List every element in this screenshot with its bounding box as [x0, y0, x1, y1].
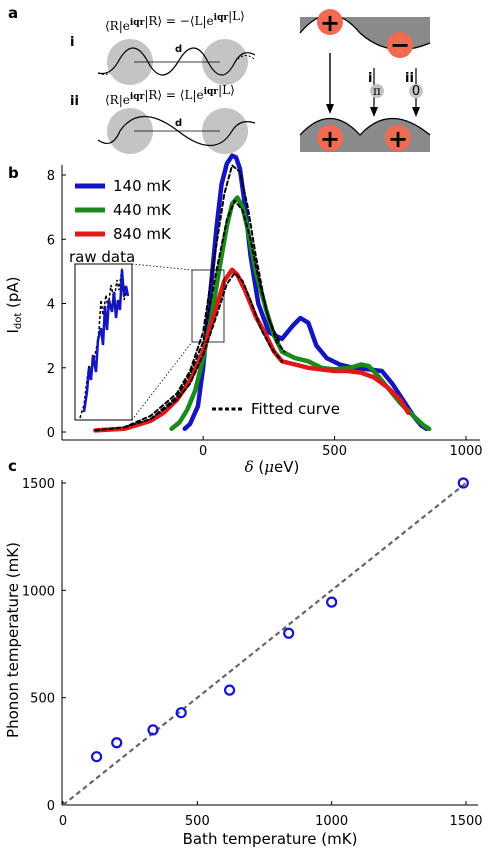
- panel-a-letter: a: [8, 4, 18, 22]
- b-ytick-label: 8: [47, 169, 55, 184]
- phase-pi: π: [373, 84, 381, 98]
- arrow-ii-head: [412, 107, 420, 117]
- b-ticks: 0 500 1000 0 2 4 6 8: [47, 169, 483, 459]
- reference-line: [62, 482, 467, 806]
- b-ytick-label: 2: [47, 362, 55, 377]
- panel-c-letter: c: [8, 457, 17, 475]
- minus-symbol: −: [390, 31, 410, 59]
- b-xtick-label: 500: [322, 444, 347, 459]
- panel-b-letter: b: [8, 164, 19, 182]
- row-i-equation: ⟨R|eiqr|R⟩ = −⟨L|eiqr|L⟩: [105, 9, 245, 33]
- b-y-axis-label: Idot (pA): [4, 276, 24, 333]
- c-ytick-label: 0: [47, 799, 55, 814]
- row-ii-label: ii: [70, 94, 79, 109]
- path-ii-label: ii: [405, 71, 414, 86]
- c-ticks: 0 500 1000 1500 0 500 1000 1500: [22, 477, 483, 829]
- zero-badge: [409, 84, 423, 98]
- legend-entry: 440 mK: [113, 201, 172, 219]
- legend-entry: 140 mK: [113, 177, 172, 195]
- c-xtick-label: 1000: [315, 814, 348, 829]
- left-dot-ii: [107, 108, 153, 154]
- plus-bottom-right-symbol: +: [388, 125, 408, 153]
- fit-curve: [94, 164, 286, 432]
- c-ytick-label: 1500: [22, 477, 55, 492]
- zoom-line-bottom: [131, 341, 193, 421]
- panel-c-chart: 0 500 1000 1500 0 500 1000 1500 Bath temperatur…: [4, 477, 483, 848]
- data-point: [223, 684, 236, 696]
- data-point: [175, 707, 187, 719]
- distance-label-ii: d: [175, 118, 182, 129]
- series-440-mk: [169, 195, 432, 432]
- inset-raw: [82, 269, 130, 413]
- b-legend: 140 mK 440 mK 840 mK Fitted curve: [75, 177, 340, 418]
- raw-data-label: raw data: [69, 248, 135, 266]
- data-point: [90, 751, 103, 763]
- c-xtick-label: 0: [59, 814, 67, 829]
- right-dot-i: [202, 39, 248, 85]
- minus-charge: [387, 32, 413, 58]
- c-ytick-label: 1000: [22, 584, 55, 599]
- b-ytick-label: 6: [47, 233, 55, 248]
- row-ii-equation: ⟨R|eiqr|R⟩ = ⟨L|eiqr|L⟩: [105, 83, 235, 107]
- b-series-group: [93, 153, 432, 433]
- legend-fit-label: Fitted curve: [251, 400, 340, 418]
- right-dot-ii: [202, 108, 248, 154]
- data-point: [147, 724, 159, 736]
- arrow-left-head: [326, 104, 334, 114]
- phase-zero: 0: [412, 84, 420, 99]
- data-point: [457, 477, 469, 489]
- path-i-label: i: [368, 71, 372, 86]
- c-y-axis-label: Phonon temperature (mK): [4, 542, 22, 738]
- fit-curve: [149, 199, 281, 421]
- b-xtick-label: 1000: [449, 444, 482, 459]
- panel-b-chart: 0 500 1000 0 2 4 6 8 δ (μeV) Idot (pA) raw data…: [4, 153, 483, 476]
- plus-charge-bottom-left: [317, 125, 343, 151]
- b-ytick-label: 4: [47, 298, 55, 313]
- zoom-line-top: [131, 263, 193, 271]
- row-i-label: i: [70, 35, 74, 50]
- data-point: [111, 737, 123, 749]
- wave-i-tail: [97, 55, 256, 75]
- panel-a: a i ⟨R|eiqr|R⟩ = −⟨L|eiqr|L⟩ d ii ⟨R|eiq…: [8, 4, 431, 154]
- fit-curve: [123, 272, 283, 429]
- c-series-group: [62, 477, 469, 806]
- plus-top-symbol: +: [320, 9, 340, 37]
- data-point: [326, 596, 338, 608]
- c-x-axis-label: Bath temperature (mK): [183, 830, 358, 848]
- plus-bottom-left-symbol: +: [320, 125, 340, 153]
- pi-badge: [370, 84, 384, 98]
- c-xtick-label: 1500: [449, 814, 482, 829]
- plus-charge-top: [317, 9, 343, 35]
- left-dot-i: [107, 39, 153, 85]
- c-xtick-label: 500: [185, 814, 210, 829]
- plus-charge-bottom-right: [385, 125, 411, 151]
- distance-label-i: d: [175, 44, 182, 55]
- legend-entry: 840 mK: [113, 225, 172, 243]
- b-x-axis-label: δ (μeV): [245, 458, 300, 476]
- zoom-box: [191, 269, 225, 343]
- data-point: [283, 627, 295, 639]
- b-xtick-label: 0: [199, 444, 207, 459]
- b-ytick-label: 0: [47, 426, 55, 441]
- c-ytick-label: 500: [30, 692, 55, 707]
- arrow-i-head: [370, 107, 378, 117]
- inset-fit: [79, 267, 128, 419]
- lower-wave: [299, 117, 431, 136]
